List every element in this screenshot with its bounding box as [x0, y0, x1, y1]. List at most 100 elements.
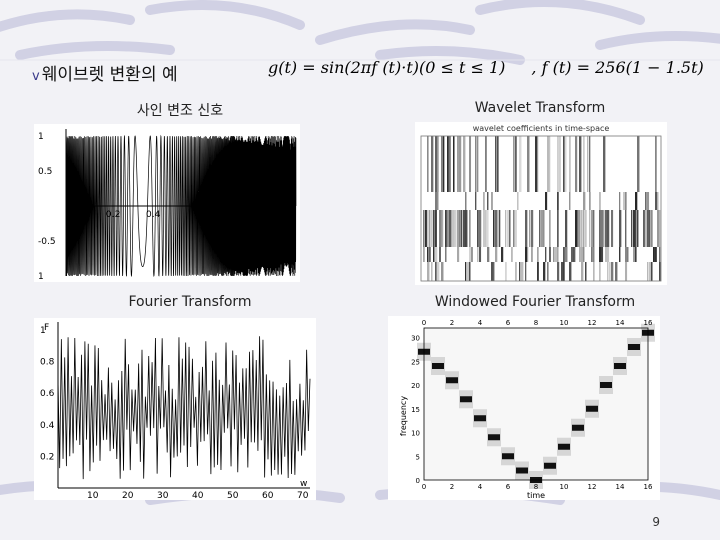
- wavelet-streak: [579, 210, 581, 247]
- windowed-xtick-top: 8: [534, 319, 538, 327]
- wavelet-streak: [593, 247, 595, 262]
- wavelet-streak: [433, 247, 435, 262]
- signal-ytick-3: -0.5: [38, 237, 56, 247]
- fourier-xtick: 70: [297, 491, 309, 500]
- windowed-ytick: 5: [416, 453, 420, 461]
- wavelet-streak: [499, 210, 501, 247]
- wavelet-streak: [511, 247, 513, 262]
- wavelet-streak: [465, 262, 467, 281]
- windowed-xtick-bottom: 4: [478, 483, 483, 491]
- wavelet-streak: [593, 210, 595, 247]
- wavelet-streak: [591, 210, 594, 247]
- wavelet-streak: [605, 247, 608, 262]
- wavelet-streak: [555, 247, 558, 262]
- wavelet-streak: [525, 210, 528, 247]
- wavelet-streak: [659, 262, 661, 281]
- wavelet-streak: [575, 210, 578, 247]
- windowed-ridge-point: [586, 405, 598, 412]
- windowed-chart: frequency time 0022446688101012121414161…: [388, 316, 660, 500]
- wavelet-streak: [453, 136, 455, 192]
- wavelet-streak: [619, 247, 621, 262]
- wavelet-streak: [563, 262, 565, 281]
- fourier-xtick: 20: [122, 491, 134, 500]
- wavelet-streak: [557, 262, 560, 281]
- signal-xtick-2: 0.4: [146, 210, 161, 220]
- wavelet-streak: [449, 136, 451, 192]
- wavelet-streak: [435, 262, 437, 281]
- bullet-icon: v: [32, 69, 40, 84]
- wavelet-streak: [657, 192, 659, 210]
- wavelet-streak: [455, 210, 457, 247]
- wavelet-streak: [425, 210, 427, 247]
- wavelet-streak: [599, 262, 601, 281]
- wavelet-streak: [493, 210, 495, 247]
- wavelet-streak: [655, 192, 658, 210]
- wavelet-streak: [483, 210, 486, 247]
- fourier-xtick: 10: [87, 491, 99, 500]
- wavelet-streak: [625, 210, 627, 247]
- wavelet-streak: [577, 210, 579, 247]
- slide-title-text: 웨이브렛 변환의 예: [41, 65, 178, 85]
- wavelet-streak: [619, 210, 622, 247]
- wavelet-streak: [501, 247, 504, 262]
- fourier-series-line: [57, 336, 311, 480]
- wavelet-streak: [549, 136, 551, 192]
- wavelet-streak: [475, 136, 477, 192]
- wavelet-streak: [445, 247, 447, 262]
- wavelet-streak: [443, 136, 445, 192]
- wavelet-plot-area: [423, 136, 661, 281]
- wavelet-streak: [469, 210, 471, 247]
- wavelet-streak: [437, 262, 440, 281]
- fourier-chart: F w 1 0.8 0.6 0.4 0.2 10 20 30 40 50 60 70: [34, 318, 316, 500]
- wavelet-streak: [493, 262, 495, 281]
- wavelet-streak: [427, 210, 429, 247]
- wavelet-streak: [465, 192, 467, 210]
- wavelet-streak: [545, 247, 547, 262]
- fourier-xtick: 50: [227, 491, 239, 500]
- wavelet-streak: [583, 247, 585, 262]
- wavelet-streak: [435, 247, 438, 262]
- wavelet-streak: [603, 210, 605, 247]
- wavelet-streak: [513, 136, 515, 192]
- wavelet-streak: [565, 210, 568, 247]
- wavelet-streak: [659, 210, 661, 247]
- windowed-xtick-top: 12: [588, 319, 597, 327]
- windowed-ylabel: frequency: [399, 396, 408, 436]
- wavelet-streak: [651, 262, 653, 281]
- wavelet-streak: [565, 136, 567, 192]
- wavelet-streak: [441, 262, 444, 281]
- windowed-ridge-point: [488, 434, 500, 441]
- wavelet-streak: [581, 210, 583, 247]
- wavelet-streak: [463, 136, 466, 192]
- wavelet-streak: [633, 210, 636, 247]
- wavelet-title: wavelet coefficients in time-space: [473, 124, 610, 133]
- wavelet-streak: [549, 210, 551, 247]
- windowed-ridge-point: [544, 462, 556, 469]
- wavelet-streak: [643, 210, 645, 247]
- wavelet-streak: [465, 210, 468, 247]
- wavelet-streak: [625, 262, 628, 281]
- wavelet-streak: [485, 210, 487, 247]
- windowed-xtick-bottom: 16: [644, 483, 653, 491]
- windowed-xtick-top: 6: [506, 319, 511, 327]
- windowed-ridge-point: [628, 344, 640, 350]
- formula-f: , f (t) = 256(1 − 1.5t): [531, 58, 704, 77]
- wavelet-streak: [573, 247, 576, 262]
- formula-g: g(t) = sin(2πf (t)·t)(0 ≤ t ≤ 1): [268, 58, 506, 77]
- wavelet-streak: [579, 136, 582, 192]
- wavelet-streak: [477, 247, 479, 262]
- wavelet-streak: [589, 136, 591, 192]
- caption-signal: 사인 변조 신호: [136, 103, 224, 119]
- wavelet-streak: [545, 192, 548, 210]
- wavelet-streak: [557, 210, 559, 247]
- wavelet-streak: [619, 192, 621, 210]
- wavelet-streak: [659, 247, 661, 262]
- windowed-ridge-point: [502, 453, 514, 460]
- wavelet-streak: [525, 262, 527, 281]
- wavelet-streak: [423, 247, 425, 262]
- wavelet-streak: [635, 247, 637, 262]
- windowed-ridge-point: [474, 415, 486, 422]
- wavelet-streak: [431, 210, 433, 247]
- wavelet-streak: [541, 210, 544, 247]
- caption-windowed: Windowed Fourier Transform: [434, 294, 636, 310]
